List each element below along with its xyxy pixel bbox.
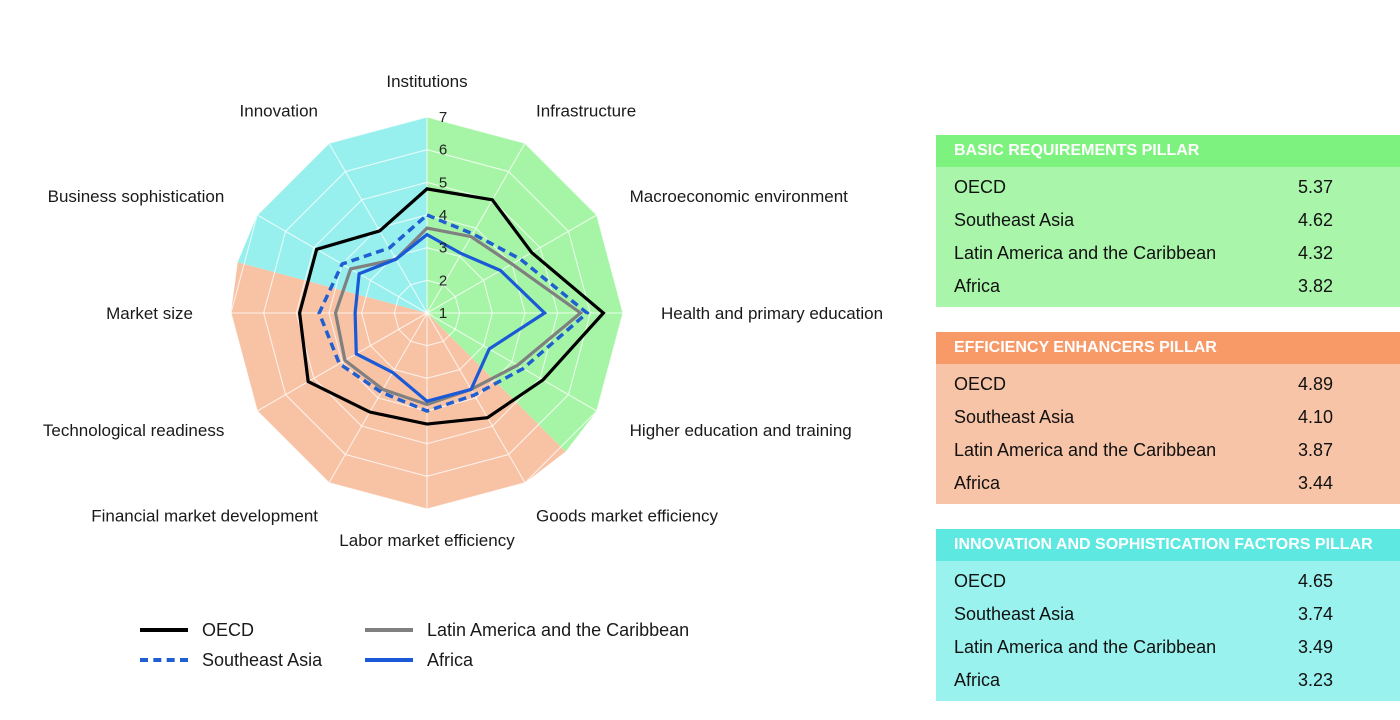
legend-label: OECD xyxy=(202,619,255,640)
row-value: 4.10 xyxy=(1298,407,1334,427)
efficiency-enhancers-panel: EFFICIENCY ENHANCERS PILLAR OECD 4.89 Sou… xyxy=(936,332,1400,504)
axis-label: Technological readiness xyxy=(43,421,224,440)
row-name: OECD xyxy=(954,571,1007,591)
legend-label: Latin America and the Caribbean xyxy=(427,619,690,640)
grid-spoke xyxy=(328,142,428,314)
row-value: 3.74 xyxy=(1298,604,1334,624)
legend-swatch xyxy=(140,658,188,662)
pillar-body: OECD 5.37 Southeast Asia 4.62 Latin Americ… xyxy=(936,167,1400,307)
basic-requirements-panel: BASIC REQUIREMENTS PILLAR OECD 5.37 South… xyxy=(936,135,1400,307)
pillar-row: OECD 4.89 xyxy=(936,368,1400,401)
tick-label: 4 xyxy=(439,207,447,224)
row-name: Africa xyxy=(954,670,1001,690)
legend-swatch xyxy=(140,628,188,632)
row-name: Latin America and the Caribbean xyxy=(954,637,1217,657)
tick-label: 7 xyxy=(439,109,447,126)
legend-item-latin-america: Latin America and the Caribbean xyxy=(365,616,689,644)
axis-label: Infrastructure xyxy=(536,101,636,120)
legend-swatch xyxy=(365,628,413,632)
grid-spoke xyxy=(328,312,428,484)
axis-label: Goods market efficiency xyxy=(536,507,719,526)
row-value: 3.82 xyxy=(1298,276,1334,296)
row-value: 4.32 xyxy=(1298,243,1334,263)
row-value: 4.62 xyxy=(1298,210,1334,230)
axis-label: Business sophistication xyxy=(48,187,225,206)
pillar-body: OECD 4.65 Southeast Asia 3.74 Latin Americ… xyxy=(936,561,1400,701)
series-oecd xyxy=(297,187,606,426)
grid-spoke xyxy=(426,312,526,484)
row-name: OECD xyxy=(954,177,1007,197)
legend-item-africa: Africa xyxy=(365,646,473,674)
pillar-row: Africa 3.82 xyxy=(936,270,1400,303)
radar-tick-labels: 1 2 3 4 5 6 7 xyxy=(439,109,447,322)
pillar-row: Africa 3.44 xyxy=(936,467,1400,500)
legend-item-oecd: OECD xyxy=(140,616,254,644)
tick-label: 5 xyxy=(439,174,447,191)
innovation-sophistication-panel: INNOVATION AND SOPHISTICATION FACTORS PI… xyxy=(936,529,1400,701)
row-name: Southeast Asia xyxy=(954,407,1075,427)
row-value: 3.49 xyxy=(1298,637,1334,657)
pillar-body: OECD 4.89 Southeast Asia 4.10 Latin Americ… xyxy=(936,364,1400,504)
pillar-header: EFFICIENCY ENHANCERS PILLAR xyxy=(936,332,1400,364)
row-value: 3.87 xyxy=(1298,440,1334,460)
legend-label: Africa xyxy=(427,649,474,670)
row-name: Latin America and the Caribbean xyxy=(954,440,1217,460)
axis-label: Market size xyxy=(106,304,193,323)
row-value: 4.89 xyxy=(1298,374,1334,394)
sector-efficiency-enhancers xyxy=(231,262,566,509)
axis-label: Higher education and training xyxy=(630,421,852,440)
axis-label: Labor market efficiency xyxy=(339,531,515,550)
row-name: OECD xyxy=(954,374,1007,394)
row-name: Southeast Asia xyxy=(954,210,1075,230)
series-africa xyxy=(353,232,548,403)
axis-label: Health and primary education xyxy=(661,304,883,323)
series-southeast-asia xyxy=(317,212,590,413)
tick-label: 3 xyxy=(439,240,447,257)
row-value: 3.44 xyxy=(1298,473,1334,493)
pillar-row: OECD 4.65 xyxy=(936,565,1400,598)
legend-label: Southeast Asia xyxy=(202,649,323,670)
pillar-row: Latin America and the Caribbean 3.49 xyxy=(936,631,1400,664)
legend-item-southeast-asia: Southeast Asia xyxy=(140,646,322,674)
grid-spoke xyxy=(426,142,526,314)
tick-label: 1 xyxy=(439,305,447,322)
axis-label: Innovation xyxy=(240,101,318,120)
pillar-row: Africa 3.23 xyxy=(936,664,1400,697)
tick-label: 2 xyxy=(439,272,447,289)
row-value: 4.65 xyxy=(1298,571,1334,591)
tick-label: 6 xyxy=(439,142,447,159)
legend-swatch xyxy=(365,658,413,662)
pillar-row: Southeast Asia 3.74 xyxy=(936,598,1400,631)
sector-basic-requirements xyxy=(427,117,623,452)
row-value: 5.37 xyxy=(1298,177,1334,197)
radar-series xyxy=(297,187,606,426)
grid-spoke xyxy=(256,312,428,412)
series-latin-america-and-the-caribbean xyxy=(333,226,584,407)
row-value: 3.23 xyxy=(1298,670,1334,690)
pillar-row: Latin America and the Caribbean 4.32 xyxy=(936,237,1400,270)
radar-chart: 1 2 3 4 5 6 7 Institutions Infrastructure Macroe… xyxy=(43,72,883,550)
row-name: Latin America and the Caribbean xyxy=(954,243,1217,263)
radar-axis-labels: Institutions Infrastructure Macroeconomic … xyxy=(43,72,883,550)
row-name: Southeast Asia xyxy=(954,604,1075,624)
axis-label: Institutions xyxy=(386,72,467,91)
pillar-row: Southeast Asia 4.62 xyxy=(936,204,1400,237)
pillar-header: BASIC REQUIREMENTS PILLAR xyxy=(936,135,1400,167)
pillar-header: INNOVATION AND SOPHISTICATION FACTORS PI… xyxy=(936,529,1400,561)
axis-label: Financial market development xyxy=(91,507,318,526)
pillar-row: Latin America and the Caribbean 3.87 xyxy=(936,434,1400,467)
row-name: Africa xyxy=(954,276,1001,296)
axis-label: Macroeconomic environment xyxy=(630,187,849,206)
chart-legend: OECD Latin America and the Caribbean Sou… xyxy=(140,612,740,678)
pillar-row: OECD 5.37 xyxy=(936,171,1400,204)
grid-spoke xyxy=(426,312,598,412)
row-name: Africa xyxy=(954,473,1001,493)
pillar-row: Southeast Asia 4.10 xyxy=(936,401,1400,434)
